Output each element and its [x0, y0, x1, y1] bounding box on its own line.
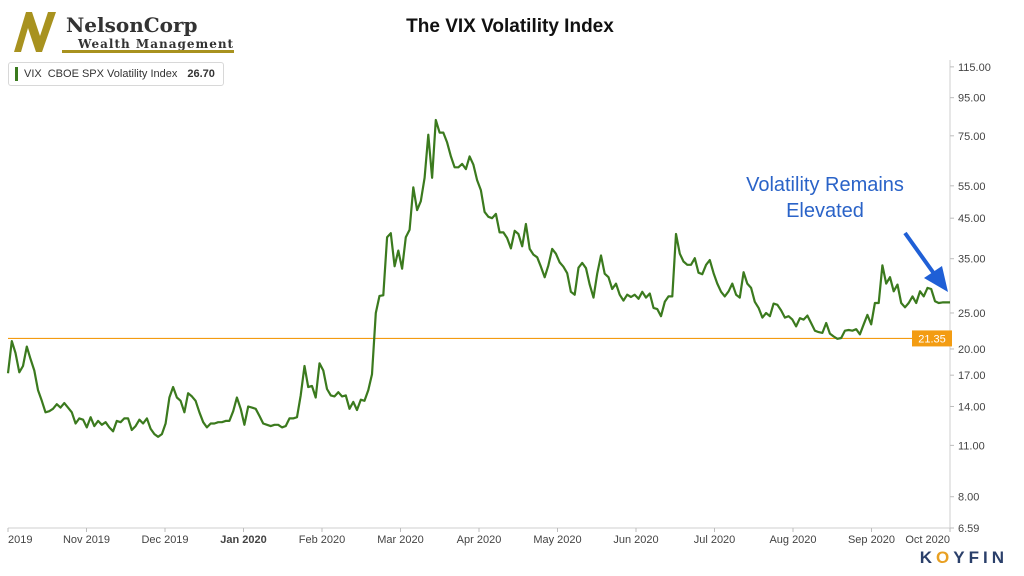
annotation-line-2: Elevated — [786, 200, 864, 222]
logo-n-mark — [14, 12, 56, 52]
x-tick-label-5: Mar 2020 — [377, 534, 423, 546]
x-axis: 2019 Nov 2019 Dec 2019 Jan 2020 Feb 2020 Mar … — [7, 528, 951, 546]
y-tick-label-0: 115.00 — [958, 62, 991, 74]
reference-line-group: 21.35 — [8, 330, 952, 347]
x-tick-label-4: Feb 2020 — [299, 534, 345, 546]
x-tick-label-12: Oct 2020 — [905, 534, 950, 546]
legend-last-value: 26.70 — [187, 68, 215, 80]
x-tick-label-8: Jun 2020 — [613, 534, 658, 546]
brand-part-3: YFIN — [953, 548, 1008, 567]
logo-tagline: Wealth Management — [77, 37, 234, 51]
brand-part-1: K — [919, 548, 937, 567]
legend-series-name: CBOE SPX Volatility Index — [47, 68, 178, 80]
x-tick-label-10: Aug 2020 — [769, 534, 816, 546]
y-axis: 115.00 95.00 75.00 55.00 45.00 35.00 25.00 20.0… — [950, 62, 991, 535]
annotation-arrow-group — [903, 231, 948, 292]
y-tick-label-7: 20.00 — [958, 344, 986, 356]
legend-ticker: VIX — [24, 68, 42, 80]
y-tick-label-11: 8.00 — [958, 492, 979, 504]
x-tick-label-6: Apr 2020 — [457, 534, 502, 546]
x-tick-label-11: Sep 2020 — [848, 534, 895, 546]
y-tick-label-4: 45.00 — [958, 213, 986, 225]
series-legend[interactable]: VIX CBOE SPX Volatility Index 26.70 — [8, 62, 224, 86]
legend-swatch — [15, 67, 18, 81]
y-tick-label-9: 14.00 — [958, 401, 986, 413]
y-tick-label-10: 11.00 — [958, 440, 985, 452]
y-tick-label-8: 17.00 — [958, 370, 986, 382]
y-tick-label-5: 35.00 — [958, 254, 986, 266]
chart-title: The VIX Volatility Index — [406, 16, 614, 37]
y-tick-label-6: 25.00 — [958, 308, 986, 320]
y-tick-label-12: 6.59 — [958, 523, 979, 535]
vix-series-line — [6, 118, 950, 438]
koyfin-brand: KOYFIN — [920, 548, 1008, 568]
y-tick-label-2: 75.00 — [958, 131, 986, 143]
annotation-line-1: Volatility Remains — [746, 174, 904, 196]
logo-underline — [62, 50, 234, 53]
x-tick-label-9: Jul 2020 — [694, 534, 736, 546]
y-tick-label-3: 55.00 — [958, 181, 986, 193]
x-tick-label-0: 2019 — [8, 534, 32, 546]
logo-name: NelsonCorp — [66, 13, 198, 37]
brand-part-2: O — [936, 548, 954, 567]
plot-frame — [8, 60, 951, 529]
reference-label-bg — [912, 330, 952, 347]
annotation-arrow-head — [924, 266, 948, 292]
annotation-arrow-shaft — [903, 231, 937, 277]
x-tick-label-3: Jan 2020 — [220, 534, 266, 546]
x-tick-label-1: Nov 2019 — [63, 534, 110, 546]
y-tick-label-1: 95.00 — [958, 93, 986, 105]
reference-label: 21.35 — [918, 333, 946, 345]
x-tick-label-2: Dec 2019 — [141, 534, 188, 546]
x-tick-label-7: May 2020 — [533, 534, 581, 546]
nelsoncorp-logo: NelsonCorp Wealth Management — [14, 12, 234, 53]
series-group — [6, 118, 950, 438]
annotation-text: Volatility Remains Elevated — [720, 172, 930, 224]
